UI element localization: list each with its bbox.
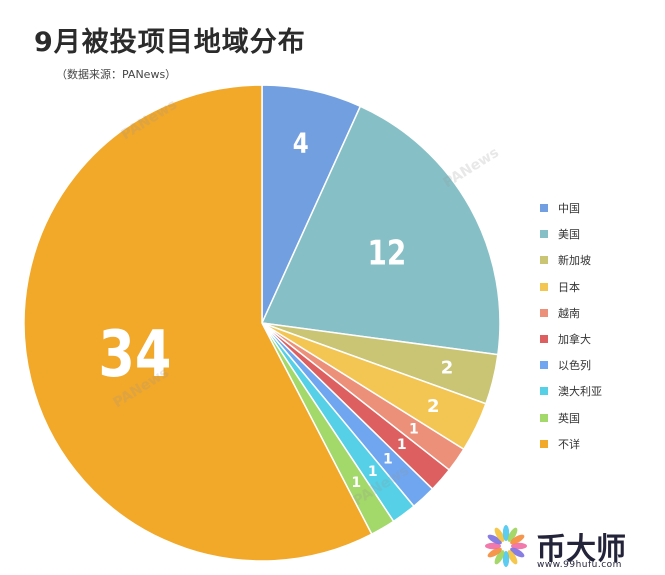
legend-item-3: 日本 xyxy=(540,274,602,300)
slice-value-label-2: 2 xyxy=(441,358,454,379)
slice-value-label-3: 2 xyxy=(427,396,440,417)
legend-item-2: 新加坡 xyxy=(540,247,602,273)
legend-label: 美国 xyxy=(558,228,580,242)
legend-item-1: 美国 xyxy=(540,221,602,247)
legend-swatch xyxy=(540,335,548,344)
flower-logo-icon xyxy=(485,525,527,567)
legend-label: 日本 xyxy=(558,280,580,294)
legend-swatch xyxy=(540,204,548,213)
legend-label: 中国 xyxy=(558,202,580,216)
legend-label: 越南 xyxy=(558,306,580,320)
slice-value-label-1: 12 xyxy=(368,234,407,273)
legend-label: 加拿大 xyxy=(558,333,591,347)
legend-label: 澳大利亚 xyxy=(558,385,602,399)
chart-title: 9月被投项目地域分布 xyxy=(34,27,306,58)
legend-label: 不详 xyxy=(558,437,580,451)
pie-slice-9 xyxy=(23,84,373,562)
legend-swatch xyxy=(540,387,548,396)
legend-swatch xyxy=(540,413,548,422)
slice-value-label-9: 34 xyxy=(98,317,171,391)
slice-value-label-0: 4 xyxy=(293,127,309,160)
slice-value-label-5: 1 xyxy=(397,437,407,453)
legend-item-4: 越南 xyxy=(540,300,602,326)
slice-value-label-8: 1 xyxy=(351,475,361,491)
legend-item-7: 澳大利亚 xyxy=(540,378,602,404)
slice-value-label-7: 1 xyxy=(368,464,378,480)
legend-item-0: 中国 xyxy=(540,195,602,221)
legend-swatch xyxy=(540,361,548,370)
chart-legend: 中国美国新加坡日本越南加拿大以色列澳大利亚英国不详 xyxy=(540,195,602,457)
legend-item-8: 英国 xyxy=(540,405,602,431)
brand-url: www.99hufu.com xyxy=(537,560,622,570)
legend-item-6: 以色列 xyxy=(540,352,602,378)
legend-label: 新加坡 xyxy=(558,254,591,268)
legend-swatch xyxy=(540,282,548,291)
brand-logo: 币大师 www.99hufu.com xyxy=(480,522,660,572)
brand-name: 币大师 xyxy=(536,532,626,567)
legend-swatch xyxy=(540,308,548,317)
pie-slice-1 xyxy=(260,105,501,356)
slice-value-label-4: 1 xyxy=(409,422,419,438)
legend-item-5: 加拿大 xyxy=(540,326,602,352)
chart-subtitle: （数据来源：PANews） xyxy=(56,68,177,81)
legend-label: 英国 xyxy=(558,411,580,425)
legend-label: 以色列 xyxy=(558,359,591,373)
legend-swatch xyxy=(540,230,548,239)
legend-item-9: 不详 xyxy=(540,431,602,457)
legend-swatch xyxy=(540,439,548,448)
slice-value-label-6: 1 xyxy=(383,451,393,467)
legend-swatch xyxy=(540,256,548,265)
